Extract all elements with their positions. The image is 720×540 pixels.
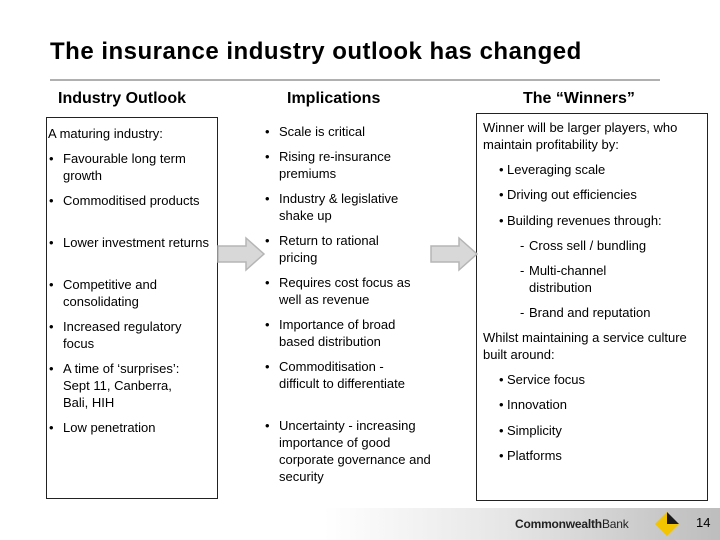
list-item: • Scale is critical — [265, 124, 365, 139]
list-item: - Brand and reputation — [520, 305, 651, 320]
page-title: The insurance industry outlook has chang… — [50, 38, 582, 65]
page-number: 14 — [696, 515, 711, 530]
heading-industry-outlook: Industry Outlook — [58, 90, 186, 107]
list-item: • Building revenues through: — [499, 213, 662, 228]
list-item: • Lower investment returns — [49, 235, 209, 250]
list-item: • Importance of broad based distribution — [265, 317, 396, 349]
industry-outlook-box — [46, 117, 218, 499]
list-item: • Uncertainty - increasing importance of … — [265, 418, 431, 484]
winners-intro: Winner will be larger players, who maint… — [483, 120, 678, 152]
list-item: - Cross sell / bundling — [520, 238, 647, 253]
list-item: • Leveraging scale — [499, 162, 606, 177]
footer-bar — [0, 508, 720, 540]
list-item: • Commoditisation - difficult to differen… — [265, 359, 405, 391]
list-item: • Increased regulatory focus — [49, 319, 182, 351]
list-item: • Return to rational pricing — [265, 233, 379, 265]
list-item: • Requires cost focus as well as revenue — [265, 275, 411, 307]
right-arrow-icon — [430, 236, 479, 272]
list-item: • Favourable long term growth — [49, 151, 186, 183]
list-item: • Commoditised products — [49, 193, 200, 208]
list-item: • Industry & legislative shake up — [265, 191, 399, 223]
list-item: • Simplicity — [499, 423, 562, 438]
list-item: • Platforms — [499, 448, 562, 463]
list-item: • Service focus — [499, 372, 586, 387]
bank-logo-text: CommonwealthBank — [515, 517, 629, 531]
list-item: • A time of ‘surprises’: Sept 11, Canberr… — [49, 361, 180, 410]
outlook-intro: A maturing industry: — [48, 126, 163, 141]
heading-winners: The “Winners” — [523, 90, 635, 107]
list-item: • Innovation — [499, 397, 567, 412]
winners-intro2: Whilst maintaining a service culture bui… — [483, 330, 687, 362]
winners-box — [476, 113, 708, 501]
right-arrow-icon — [217, 236, 266, 272]
list-item: • Driving out efficiencies — [499, 187, 637, 202]
heading-implications: Implications — [287, 90, 381, 107]
title-divider — [50, 79, 660, 81]
list-item: • Low penetration — [49, 420, 156, 435]
list-item: - Multi-channel distribution — [520, 263, 607, 295]
list-item: • Competitive and consolidating — [49, 277, 157, 309]
list-item: • Rising re-insurance premiums — [265, 149, 391, 181]
commonwealth-bank-logo-icon — [655, 512, 679, 536]
